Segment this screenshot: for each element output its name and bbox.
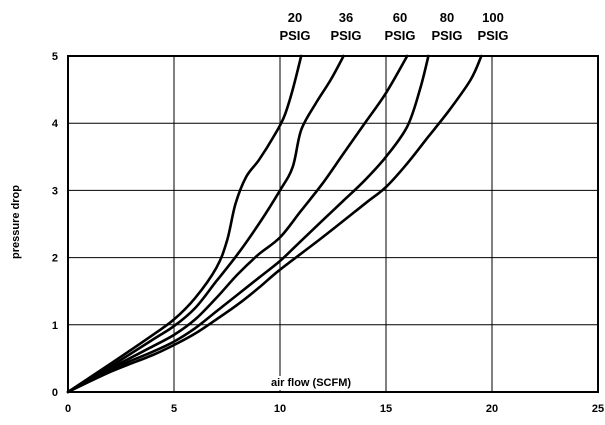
series-line-20-psig xyxy=(66,54,303,394)
curve-label-unit-4: PSIG xyxy=(477,28,508,43)
curve-label-value-2: 60 xyxy=(393,10,407,25)
series-line-80-psig xyxy=(66,54,430,394)
x-tick-label-2: 10 xyxy=(274,403,286,415)
curve-label-unit-2: PSIG xyxy=(384,28,415,43)
curve-label-unit-3: PSIG xyxy=(431,28,462,43)
curve-label-value-0: 20 xyxy=(288,10,302,25)
y-tick-label-0: 0 xyxy=(52,387,58,399)
x-tick-label-5: 25 xyxy=(592,403,604,415)
x-tick-label-3: 15 xyxy=(380,403,392,415)
x-axis-label: air flow (SCFM) xyxy=(271,377,351,389)
series-line-60-psig xyxy=(66,54,409,394)
y-tick-label-4: 4 xyxy=(52,118,59,130)
curve-label-value-1: 36 xyxy=(339,10,353,25)
curve-label-unit-0: PSIG xyxy=(279,28,310,43)
x-tick-label-4: 20 xyxy=(486,403,498,415)
curve-label-value-3: 80 xyxy=(440,10,454,25)
y-axis-label: pressure drop xyxy=(10,185,22,259)
y-tick-label-1: 1 xyxy=(52,320,58,332)
x-tick-label-1: 5 xyxy=(171,403,177,415)
y-tick-label-5: 5 xyxy=(52,51,58,63)
curve-label-value-4: 100 xyxy=(482,10,504,25)
y-tick-label-2: 2 xyxy=(52,253,58,265)
curves xyxy=(66,54,483,394)
tick-labels: 0 5 10 15 20 25 0 1 2 3 4 5 xyxy=(52,51,604,415)
y-tick-label-3: 3 xyxy=(52,185,58,197)
series-line-36-psig xyxy=(66,54,345,394)
plot-frame xyxy=(67,55,599,393)
x-axis-label-background xyxy=(266,376,356,390)
x-tick-label-0: 0 xyxy=(65,403,71,415)
series-line-100-psig xyxy=(66,54,483,394)
curve-label-unit-1: PSIG xyxy=(330,28,361,43)
curve-labels: 20 PSIG 36 PSIG 60 PSIG 80 PSIG 100 PSIG xyxy=(279,10,508,43)
